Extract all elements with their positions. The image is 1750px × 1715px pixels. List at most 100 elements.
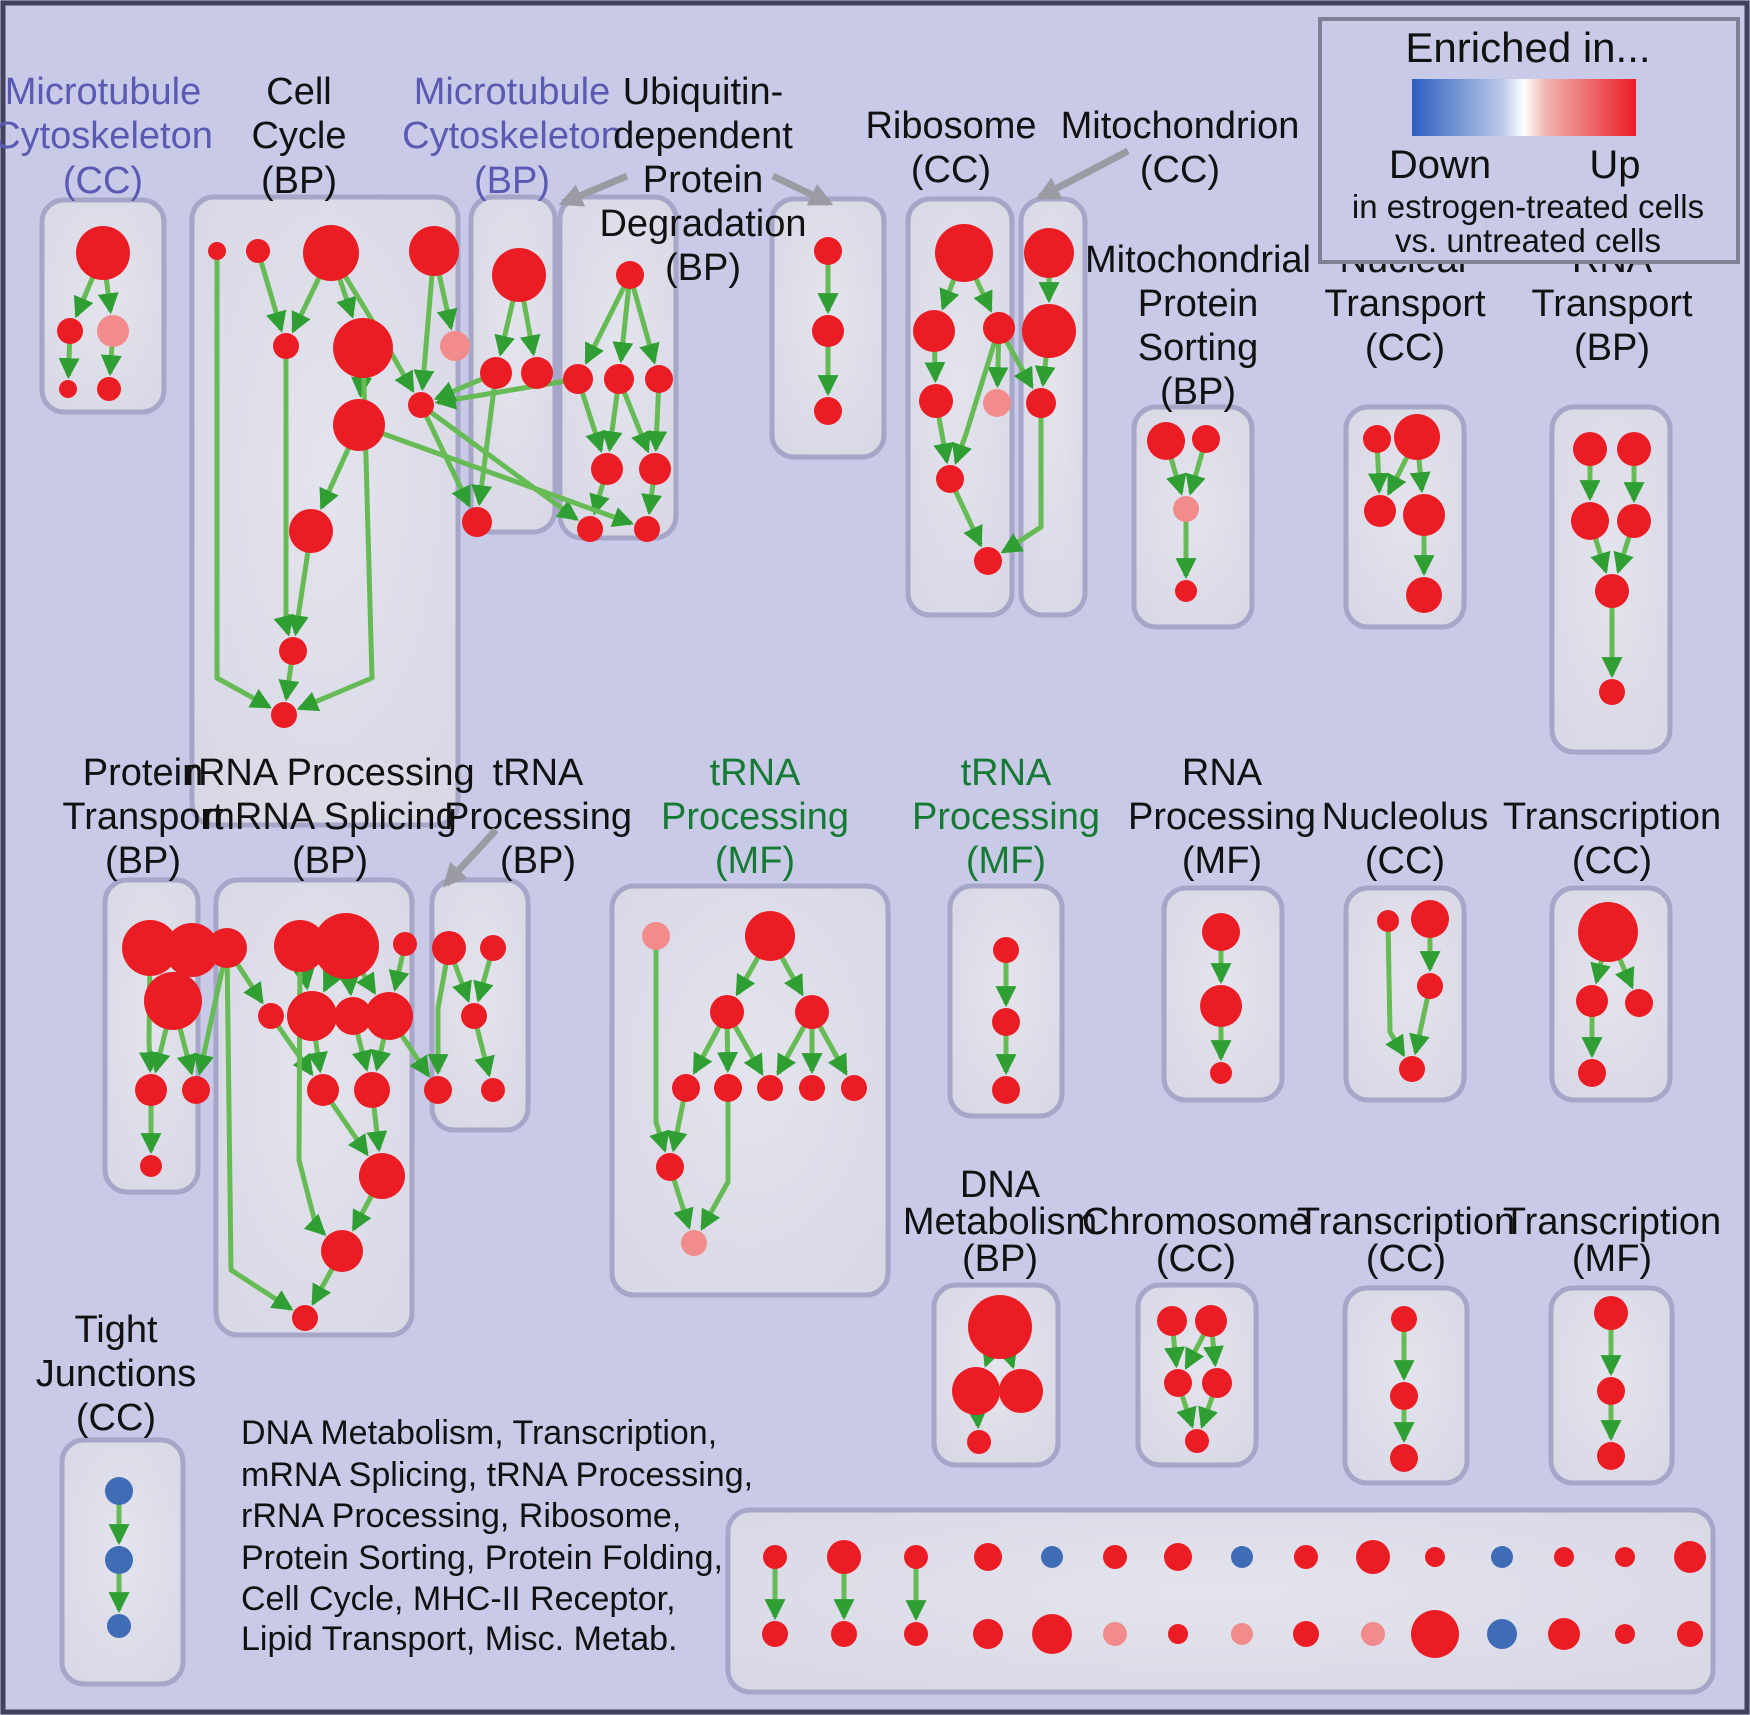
graph-edge [952, 327, 1002, 466]
graph-node-ubdpd-1-u0 [616, 261, 644, 289]
graph-edge [434, 376, 579, 410]
graph-node-ribosome-r4 [983, 389, 1011, 417]
graph-edge [214, 251, 272, 709]
cluster-label-dna-metabolism: (BP) [962, 1238, 1038, 1280]
graph-node-rrna-ua [258, 1003, 284, 1029]
graph-node-misc-strip-mb6 [1168, 1624, 1188, 1644]
graph-edge [419, 402, 579, 521]
graph-node-mt-bp-b2 [521, 357, 553, 389]
graph-node-cell-cycle-c5 [333, 318, 393, 378]
graph-node-rna-transport-s5 [1599, 679, 1625, 705]
legend: Enriched in... Down Up in estrogen-treat… [1318, 17, 1740, 264]
graph-node-misc-strip-mb10 [1411, 1610, 1459, 1658]
graph-node-trna-mf-big-kr [795, 995, 829, 1029]
graph-node-misc-strip-mt5 [1103, 1545, 1127, 1569]
graph-node-cell-cycle-c4 [273, 333, 299, 359]
graph-node-ubdpd-1-u7 [634, 516, 660, 542]
graph-node-ubdpd-1-u6 [577, 516, 603, 542]
cluster-box-cell-cycle [189, 194, 461, 828]
cluster-label-nuclear-transport: Transport [1324, 283, 1486, 325]
graph-node-tight-junctions-j1 [105, 1546, 133, 1574]
graph-node-transcription-cc-bot-f0 [1391, 1306, 1417, 1332]
graph-node-misc-strip-mb0 [762, 1621, 788, 1647]
graph-node-protein-transport-pt2 [144, 972, 202, 1030]
graph-node-dna-metabolism-d3 [967, 1430, 991, 1454]
graph-node-transcription-cc-mid-T1 [1576, 985, 1608, 1017]
graph-edge [193, 947, 230, 1076]
graph-edge [1000, 403, 1044, 554]
graph-node-mito-sort-p2 [1173, 496, 1199, 522]
graph-node-cell-cycle-c3 [409, 226, 459, 276]
graph-node-misc-strip-mb7 [1231, 1623, 1253, 1645]
graph-node-misc-strip-mb1 [831, 1621, 857, 1647]
misc-clusters-caption: mRNA Splicing, tRNA Processing, [241, 1456, 753, 1494]
graph-node-misc-strip-mt8 [1294, 1545, 1318, 1569]
graph-node-rrna-t0 [207, 928, 247, 968]
graph-node-trna-mf-small-z2 [992, 1076, 1020, 1104]
cluster-label-rna-proc-mf: (MF) [1182, 840, 1262, 882]
graph-node-rna-transport-s1 [1617, 432, 1651, 466]
cluster-label-nucleolus: (CC) [1365, 840, 1445, 882]
graph-node-mitochondrion-M0 [1024, 228, 1074, 278]
cluster-label-mito-sort: Mitochondrial [1085, 239, 1311, 281]
graph-node-mt-bp-b1 [480, 357, 512, 389]
cluster-label-cell-cycle: Cell [266, 71, 331, 113]
label-callout-arrow [771, 172, 834, 207]
graph-node-nuclear-transport-q1 [1394, 414, 1440, 460]
graph-edge [700, 1088, 731, 1231]
cluster-label-protein-transport: Transport [62, 796, 224, 838]
graph-node-ubdpd-1-u5 [639, 453, 671, 485]
graph-node-trna-mf-big-kl [710, 995, 744, 1029]
graph-node-misc-strip-mt4 [1041, 1546, 1063, 1568]
graph-node-chromosome-e1 [1195, 1305, 1227, 1337]
graph-node-cell-cycle-c7 [333, 399, 385, 451]
cluster-label-rrna: mRNA Splicing [203, 796, 456, 838]
graph-node-rrna-g5 [321, 1230, 363, 1272]
graph-edge [358, 422, 634, 528]
cluster-label-ribosome: (CC) [911, 149, 991, 191]
graph-node-misc-strip-mt9 [1356, 1540, 1390, 1574]
graph-node-trna-mf-big-kp [642, 922, 670, 950]
graph-node-protein-transport-pt0 [122, 920, 178, 976]
graph-node-transcription-mf-gm0 [1594, 1296, 1628, 1330]
graph-node-misc-strip-mb13 [1615, 1624, 1635, 1644]
graph-node-rrna-w1 [354, 1072, 390, 1108]
graph-node-nucleolus-h1 [1411, 900, 1449, 938]
cluster-label-mito-sort: Sorting [1138, 327, 1258, 369]
cluster-label-nucleolus: Nucleolus [1322, 796, 1489, 838]
cluster-label-rna-transport: (BP) [1574, 327, 1650, 369]
cluster-box-trna-mf-big [609, 883, 891, 1298]
graph-node-misc-strip-mb14 [1677, 1621, 1703, 1647]
label-callout-arrow [442, 827, 499, 888]
graph-node-misc-strip-mb5 [1103, 1622, 1127, 1646]
cluster-label-trna-mf-big: (MF) [715, 840, 795, 882]
graph-node-cell-cycle-c1 [246, 239, 270, 263]
graph-node-ubdpd-1-u4 [591, 453, 623, 485]
cluster-label-mito-sort: (BP) [1160, 371, 1236, 413]
graph-node-trna-mf-big-k5 [841, 1075, 867, 1101]
graph-node-trna-mf-big-kb [745, 911, 795, 961]
legend-subline-1: in estrogen-treated cells [1352, 188, 1704, 225]
graph-node-trna-bp-xb2 [481, 1078, 505, 1102]
graph-node-misc-strip-mb2 [904, 1622, 928, 1646]
cluster-label-mt-cc: (CC) [63, 160, 143, 202]
cluster-label-ribosome: Ribosome [865, 105, 1036, 147]
graph-node-mitochondrion-M2 [1026, 388, 1056, 418]
graph-node-protein-transport-pt1 [165, 923, 219, 977]
cluster-label-trna-bp: tRNA [493, 752, 584, 794]
graph-node-ubdpd-1-u1 [563, 364, 593, 394]
cluster-label-ubdpd-1: Degradation [599, 203, 806, 245]
cluster-label-nuclear-transport: (CC) [1365, 327, 1445, 369]
graph-node-misc-strip-mt0 [763, 1545, 787, 1569]
cluster-label-transcription-cc-mid: (CC) [1572, 840, 1652, 882]
graph-node-mt-cc-d [59, 380, 77, 398]
graph-node-chromosome-e4 [1185, 1429, 1209, 1453]
graph-node-misc-strip-mt6 [1164, 1543, 1192, 1571]
cluster-label-rrna: rRNA Processing [185, 752, 474, 794]
graph-node-misc-strip-mt11 [1491, 1546, 1513, 1568]
graph-node-ubdpd-1-u2 [604, 364, 634, 394]
cluster-label-trna-mf-small: Processing [912, 796, 1100, 838]
